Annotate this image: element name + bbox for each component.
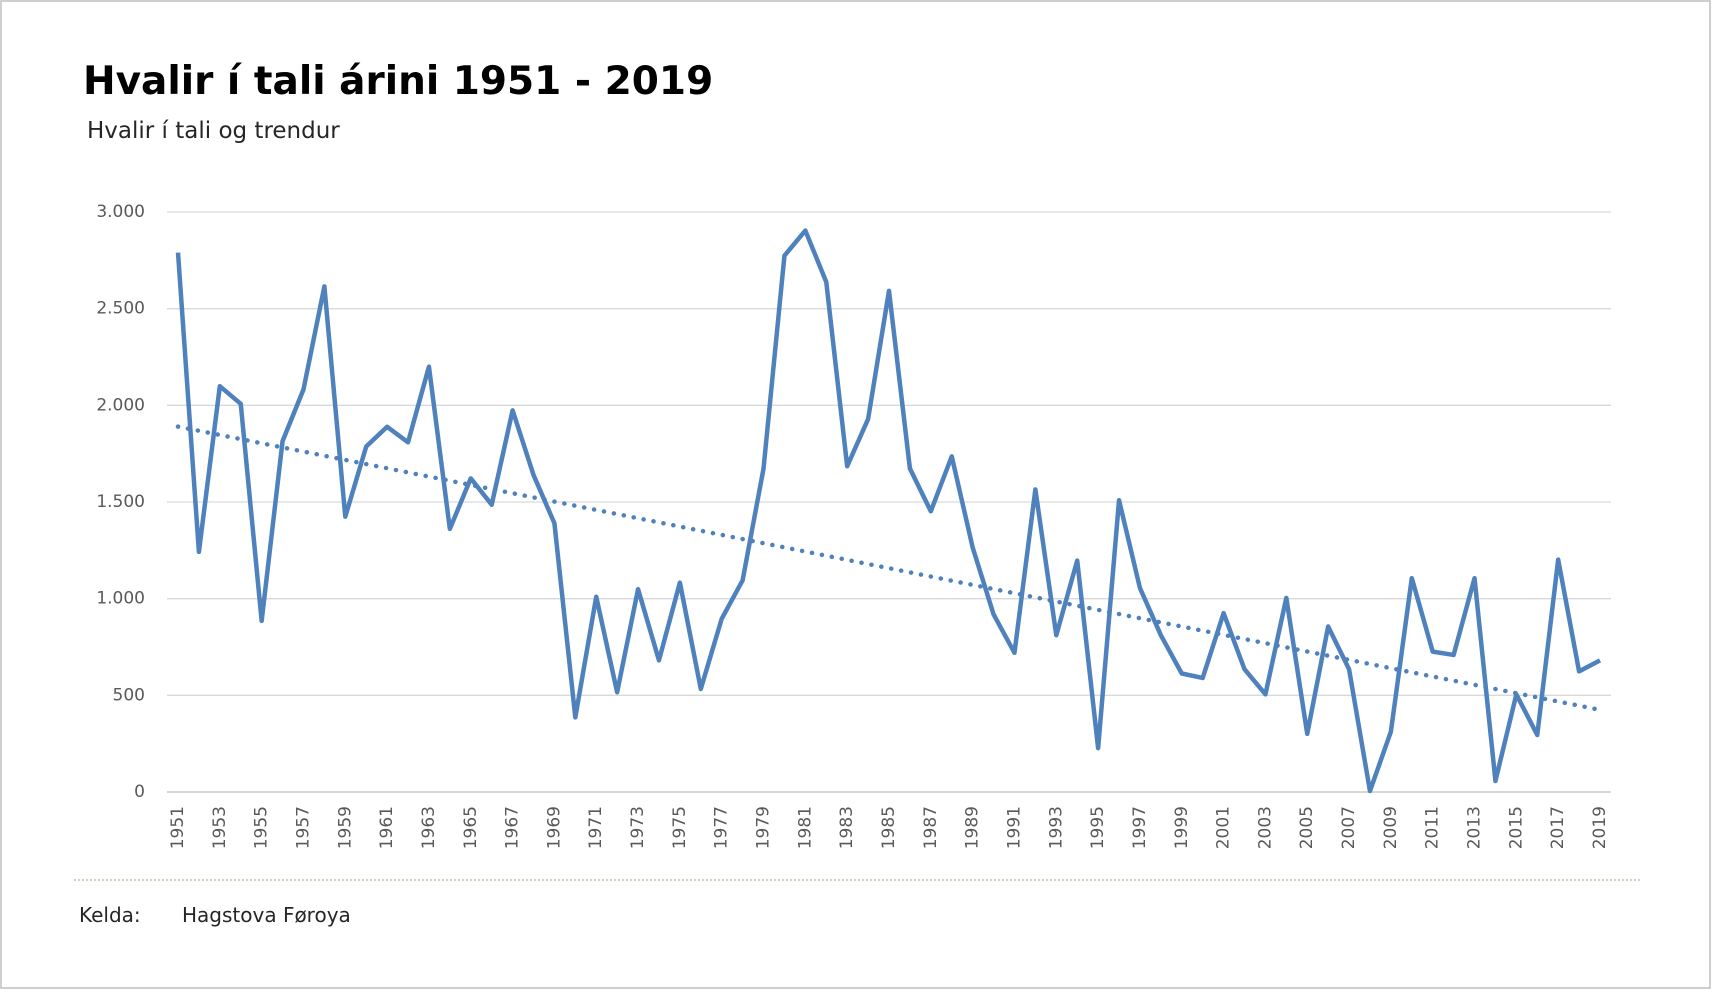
x-tick-label: 1987 [921, 806, 941, 849]
x-tick-label: 2011 [1423, 806, 1443, 849]
x-tick-label: 1955 [252, 806, 272, 849]
source: Hagstova Føroya [182, 903, 351, 927]
y-tick-label: 0 [134, 782, 145, 802]
x-tick-label: 1963 [419, 806, 439, 849]
y-tick-label: 3.000 [96, 202, 145, 222]
x-tick-label: 2009 [1381, 806, 1401, 849]
x-tick-label: 1981 [795, 806, 815, 849]
x-tick-label: 1969 [544, 806, 564, 849]
x-tick-label: 1967 [503, 806, 523, 849]
chart-title: Hvalir í tali árini 1951 - 2019 [83, 59, 713, 104]
x-tick-label: 1989 [963, 806, 983, 849]
x-tick-label: 2007 [1339, 806, 1359, 849]
x-tick-label: 1997 [1130, 806, 1150, 849]
x-tick-label: 1995 [1088, 806, 1108, 849]
x-tick-label: 2017 [1548, 806, 1568, 849]
x-tick-label: 1975 [670, 806, 690, 849]
x-tick-label: 2001 [1214, 806, 1234, 849]
x-tick-label: 1979 [754, 806, 774, 849]
y-tick-label: 1.500 [96, 492, 145, 512]
x-tick-label: 1977 [712, 806, 732, 849]
y-tick-label: 1.000 [96, 589, 145, 609]
x-tick-label: 1999 [1172, 806, 1192, 849]
x-tick-label: 1951 [168, 806, 188, 849]
x-tick-label: 1993 [1046, 806, 1066, 849]
x-tick-label: 1983 [837, 806, 857, 849]
x-tick-label: 2015 [1506, 806, 1526, 849]
x-tick-label: 1985 [879, 806, 899, 849]
x-tick-label: 1973 [628, 806, 648, 849]
source-label: Kelda: [79, 903, 141, 927]
x-tick-label: 2013 [1465, 806, 1485, 849]
data-line [175, 228, 1602, 794]
x-tick-label: 1965 [461, 806, 481, 849]
y-tick-label: 2.500 [96, 299, 145, 319]
x-tick-label: 1959 [335, 806, 355, 849]
trend-line [175, 424, 1603, 713]
x-tick-label: 1961 [377, 806, 397, 849]
y-tick-label: 500 [113, 685, 145, 705]
x-tick-label: 1991 [1004, 806, 1024, 849]
chart-subtitle: Hvalir í tali og trendur [87, 118, 340, 144]
y-tick-label: 2.000 [96, 395, 145, 415]
x-tick-label: 1971 [586, 806, 606, 849]
x-tick-label: 1957 [293, 806, 313, 849]
x-tick-label: 2005 [1297, 806, 1317, 849]
x-tick-label: 1953 [210, 806, 230, 849]
x-tick-label: 2003 [1255, 806, 1275, 849]
x-tick-label: 2019 [1590, 806, 1610, 849]
